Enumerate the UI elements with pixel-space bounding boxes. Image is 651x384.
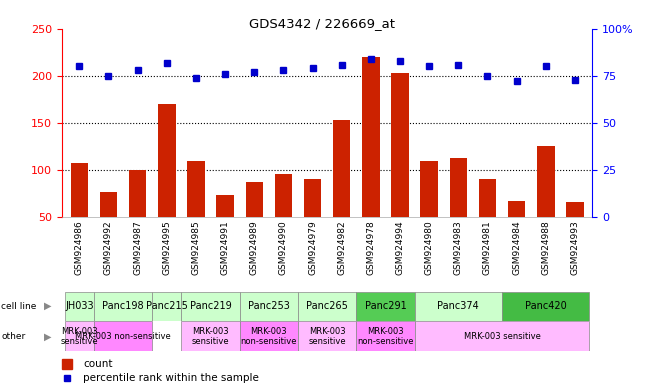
Text: GSM924987: GSM924987: [133, 220, 142, 275]
Text: Panc198: Panc198: [102, 301, 144, 311]
Bar: [566, 202, 584, 217]
Text: Panc291: Panc291: [365, 301, 406, 311]
Bar: [275, 174, 292, 217]
Bar: [304, 179, 322, 217]
Bar: [240, 321, 298, 351]
Text: MRK-003
sensitive: MRK-003 sensitive: [309, 327, 346, 346]
Text: GSM924978: GSM924978: [367, 220, 376, 275]
Text: ▶: ▶: [44, 301, 52, 311]
Bar: [158, 104, 176, 217]
Text: MRK-003
non-sensitive: MRK-003 non-sensitive: [357, 327, 413, 346]
Bar: [152, 292, 182, 321]
Text: MRK-003 sensitive: MRK-003 sensitive: [464, 332, 540, 341]
Text: GSM924980: GSM924980: [424, 220, 434, 275]
Text: GSM924994: GSM924994: [396, 220, 404, 275]
Bar: [356, 321, 415, 351]
Bar: [100, 192, 117, 217]
Text: GSM924983: GSM924983: [454, 220, 463, 275]
Bar: [94, 321, 152, 351]
Text: count: count: [83, 359, 113, 369]
Bar: [129, 170, 146, 217]
Text: GSM924982: GSM924982: [337, 220, 346, 275]
Text: cell line: cell line: [1, 302, 36, 311]
Text: Panc253: Panc253: [248, 301, 290, 311]
Bar: [508, 201, 525, 217]
Text: Panc265: Panc265: [306, 301, 348, 311]
Bar: [478, 179, 496, 217]
Bar: [356, 292, 415, 321]
Text: GSM924985: GSM924985: [191, 220, 201, 275]
Bar: [94, 292, 152, 321]
Text: GDS4342 / 226669_at: GDS4342 / 226669_at: [249, 17, 395, 30]
Bar: [415, 292, 502, 321]
Bar: [70, 163, 88, 217]
Bar: [245, 182, 263, 217]
Bar: [64, 292, 94, 321]
Text: MRK-003
sensitive: MRK-003 sensitive: [61, 327, 98, 346]
Text: ▶: ▶: [44, 331, 52, 341]
Bar: [391, 73, 409, 217]
Text: GSM924991: GSM924991: [221, 220, 230, 275]
Bar: [450, 158, 467, 217]
Text: Panc374: Panc374: [437, 301, 479, 311]
Bar: [421, 161, 438, 217]
Text: Panc215: Panc215: [146, 301, 187, 311]
Bar: [182, 292, 240, 321]
Bar: [240, 292, 298, 321]
Text: GSM924993: GSM924993: [570, 220, 579, 275]
Bar: [362, 57, 380, 217]
Text: MRK-003
sensitive: MRK-003 sensitive: [191, 327, 229, 346]
Bar: [537, 146, 555, 217]
Text: Panc420: Panc420: [525, 301, 566, 311]
Text: GSM924995: GSM924995: [162, 220, 171, 275]
Text: JH033: JH033: [65, 301, 94, 311]
Text: GSM924990: GSM924990: [279, 220, 288, 275]
Text: other: other: [1, 332, 25, 341]
Text: GSM924984: GSM924984: [512, 220, 521, 275]
Text: GSM924988: GSM924988: [541, 220, 550, 275]
Text: MRK-003
non-sensitive: MRK-003 non-sensitive: [241, 327, 297, 346]
Bar: [333, 120, 350, 217]
Text: percentile rank within the sample: percentile rank within the sample: [83, 373, 259, 383]
Text: GSM924992: GSM924992: [104, 220, 113, 275]
Bar: [182, 321, 240, 351]
Text: GSM924979: GSM924979: [308, 220, 317, 275]
Bar: [298, 292, 356, 321]
Bar: [415, 321, 590, 351]
Text: MRK-003 non-sensitive: MRK-003 non-sensitive: [75, 332, 171, 341]
Text: GSM924986: GSM924986: [75, 220, 84, 275]
Bar: [298, 321, 356, 351]
Text: Panc219: Panc219: [189, 301, 231, 311]
Text: GSM924981: GSM924981: [483, 220, 492, 275]
Bar: [187, 161, 204, 217]
Text: GSM924989: GSM924989: [250, 220, 258, 275]
Bar: [64, 321, 94, 351]
Bar: [502, 292, 590, 321]
Bar: [216, 195, 234, 217]
